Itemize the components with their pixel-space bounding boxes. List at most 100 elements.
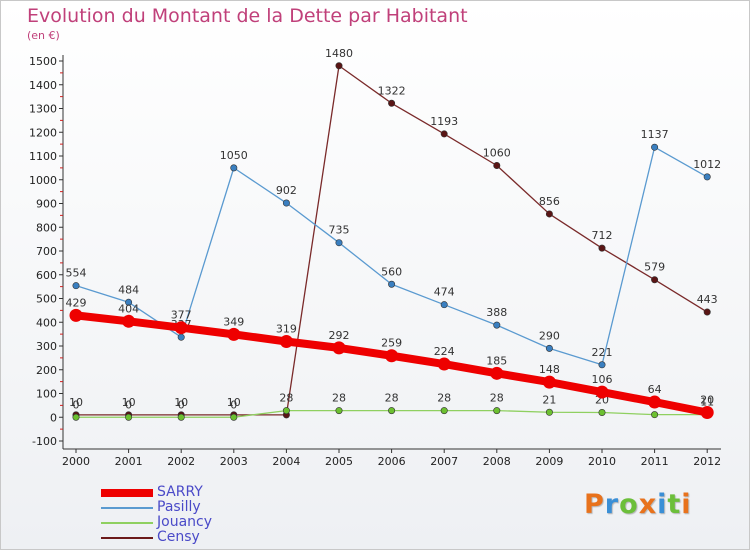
data-point-sarry: [122, 314, 136, 328]
legend-swatch: [101, 507, 153, 509]
x-tick-label: 2012: [693, 455, 721, 468]
data-label-sarry: 224: [434, 345, 455, 358]
legend-label: SARRY: [157, 484, 203, 500]
data-label-sarry: 148: [539, 363, 560, 376]
data-label-sarry: 349: [223, 315, 244, 328]
y-tick-label: 700: [36, 245, 57, 258]
data-point-censy: [545, 210, 553, 218]
data-point-sarry: [279, 334, 293, 348]
data-label-pasilly: 554: [66, 267, 87, 280]
data-point-pasilly: [282, 199, 290, 207]
data-label-jouancy: 0: [73, 398, 80, 411]
data-point-jouancy: [230, 413, 238, 421]
data-label-sarry: 64: [648, 383, 662, 396]
data-point-pasilly: [440, 301, 448, 309]
data-label-sarry: 429: [66, 296, 87, 309]
y-tick-label: 1000: [29, 174, 57, 187]
data-point-jouancy: [72, 413, 80, 421]
y-tick-label: 1300: [29, 103, 57, 116]
data-point-sarry: [332, 341, 346, 355]
data-point-jouancy: [545, 408, 553, 416]
legend-label: Pasilly: [157, 499, 201, 515]
data-point-sarry: [595, 385, 609, 399]
data-label-pasilly: 1012: [693, 158, 721, 171]
data-label-censy: 10: [69, 396, 83, 409]
data-point-jouancy: [440, 407, 448, 415]
data-point-pasilly: [125, 298, 133, 306]
data-label-pasilly: 902: [276, 184, 297, 197]
x-tick-label: 2005: [325, 455, 353, 468]
data-label-sarry: 292: [329, 329, 350, 342]
x-tick-label: 2008: [483, 455, 511, 468]
x-tick-label: 2009: [535, 455, 563, 468]
data-point-sarry: [437, 357, 451, 371]
y-tick-label: 100: [36, 388, 57, 401]
data-point-sarry: [542, 375, 556, 389]
y-tick-label: 1400: [29, 79, 57, 92]
y-tick-label: 200: [36, 364, 57, 377]
data-label-censy: 1193: [430, 115, 458, 128]
data-label-censy: 1322: [378, 84, 406, 97]
data-point-jouancy: [598, 408, 606, 416]
data-point-censy: [651, 276, 659, 284]
logo-letter: i: [681, 489, 692, 520]
data-point-jouancy: [493, 407, 501, 415]
data-label-censy: 856: [539, 195, 560, 208]
data-label-sarry: 319: [276, 322, 297, 335]
data-label-jouancy: 21: [542, 393, 556, 406]
data-point-pasilly: [703, 173, 711, 181]
data-point-censy: [335, 62, 343, 70]
legend-swatch: [101, 537, 153, 539]
data-point-censy: [440, 130, 448, 138]
y-tick-label: 0: [50, 411, 57, 424]
data-label-censy: 1480: [325, 47, 353, 60]
y-tick-label: -100: [32, 435, 57, 448]
data-label-censy: 712: [592, 229, 613, 242]
proxiti-logo: Proxiti: [584, 489, 692, 520]
y-tick-label: 600: [36, 269, 57, 282]
x-tick-label: 2000: [62, 455, 90, 468]
data-point-censy: [493, 162, 501, 170]
x-tick-label: 2006: [378, 455, 406, 468]
data-label-jouancy: 28: [385, 392, 399, 405]
data-point-censy: [598, 244, 606, 252]
series-line-pasilly: [75, 146, 708, 366]
data-point-sarry: [174, 321, 188, 335]
data-point-pasilly: [72, 282, 80, 290]
y-tick-label: 300: [36, 340, 57, 353]
data-point-pasilly: [335, 239, 343, 247]
data-label-jouancy: 0: [178, 398, 185, 411]
data-point-jouancy: [282, 407, 290, 415]
data-label-censy: 10: [227, 396, 241, 409]
y-tick-label: 400: [36, 316, 57, 329]
data-point-jouancy: [651, 411, 659, 419]
data-label-pasilly: 1050: [220, 149, 248, 162]
data-label-sarry: 106: [592, 373, 613, 386]
data-point-jouancy: [177, 413, 185, 421]
y-tick-label: 1100: [29, 150, 57, 163]
data-point-jouancy: [335, 407, 343, 415]
y-tick-label: 500: [36, 293, 57, 306]
data-label-sarry: 185: [486, 354, 507, 367]
data-label-pasilly: 388: [486, 306, 507, 319]
data-point-jouancy: [388, 407, 396, 415]
x-tick-label: 2002: [167, 455, 195, 468]
y-tick-label: 900: [36, 198, 57, 211]
data-point-censy: [388, 99, 396, 107]
data-label-censy: 579: [644, 261, 665, 274]
data-label-sarry: 377: [171, 309, 192, 322]
legend-label: Censy: [157, 529, 200, 545]
data-label-jouancy: 0: [125, 398, 132, 411]
logo-letter: i: [657, 489, 668, 520]
data-label-censy: 10: [122, 396, 136, 409]
y-tick-label: 1500: [29, 55, 57, 68]
data-point-pasilly: [493, 321, 501, 329]
x-tick-label: 2003: [220, 455, 248, 468]
logo-letter: P: [584, 489, 605, 520]
y-tick-label: 1200: [29, 126, 57, 139]
x-tick-label: 2007: [430, 455, 458, 468]
data-point-sarry: [700, 406, 714, 419]
data-point-sarry: [385, 349, 399, 363]
data-point-pasilly: [545, 344, 553, 352]
